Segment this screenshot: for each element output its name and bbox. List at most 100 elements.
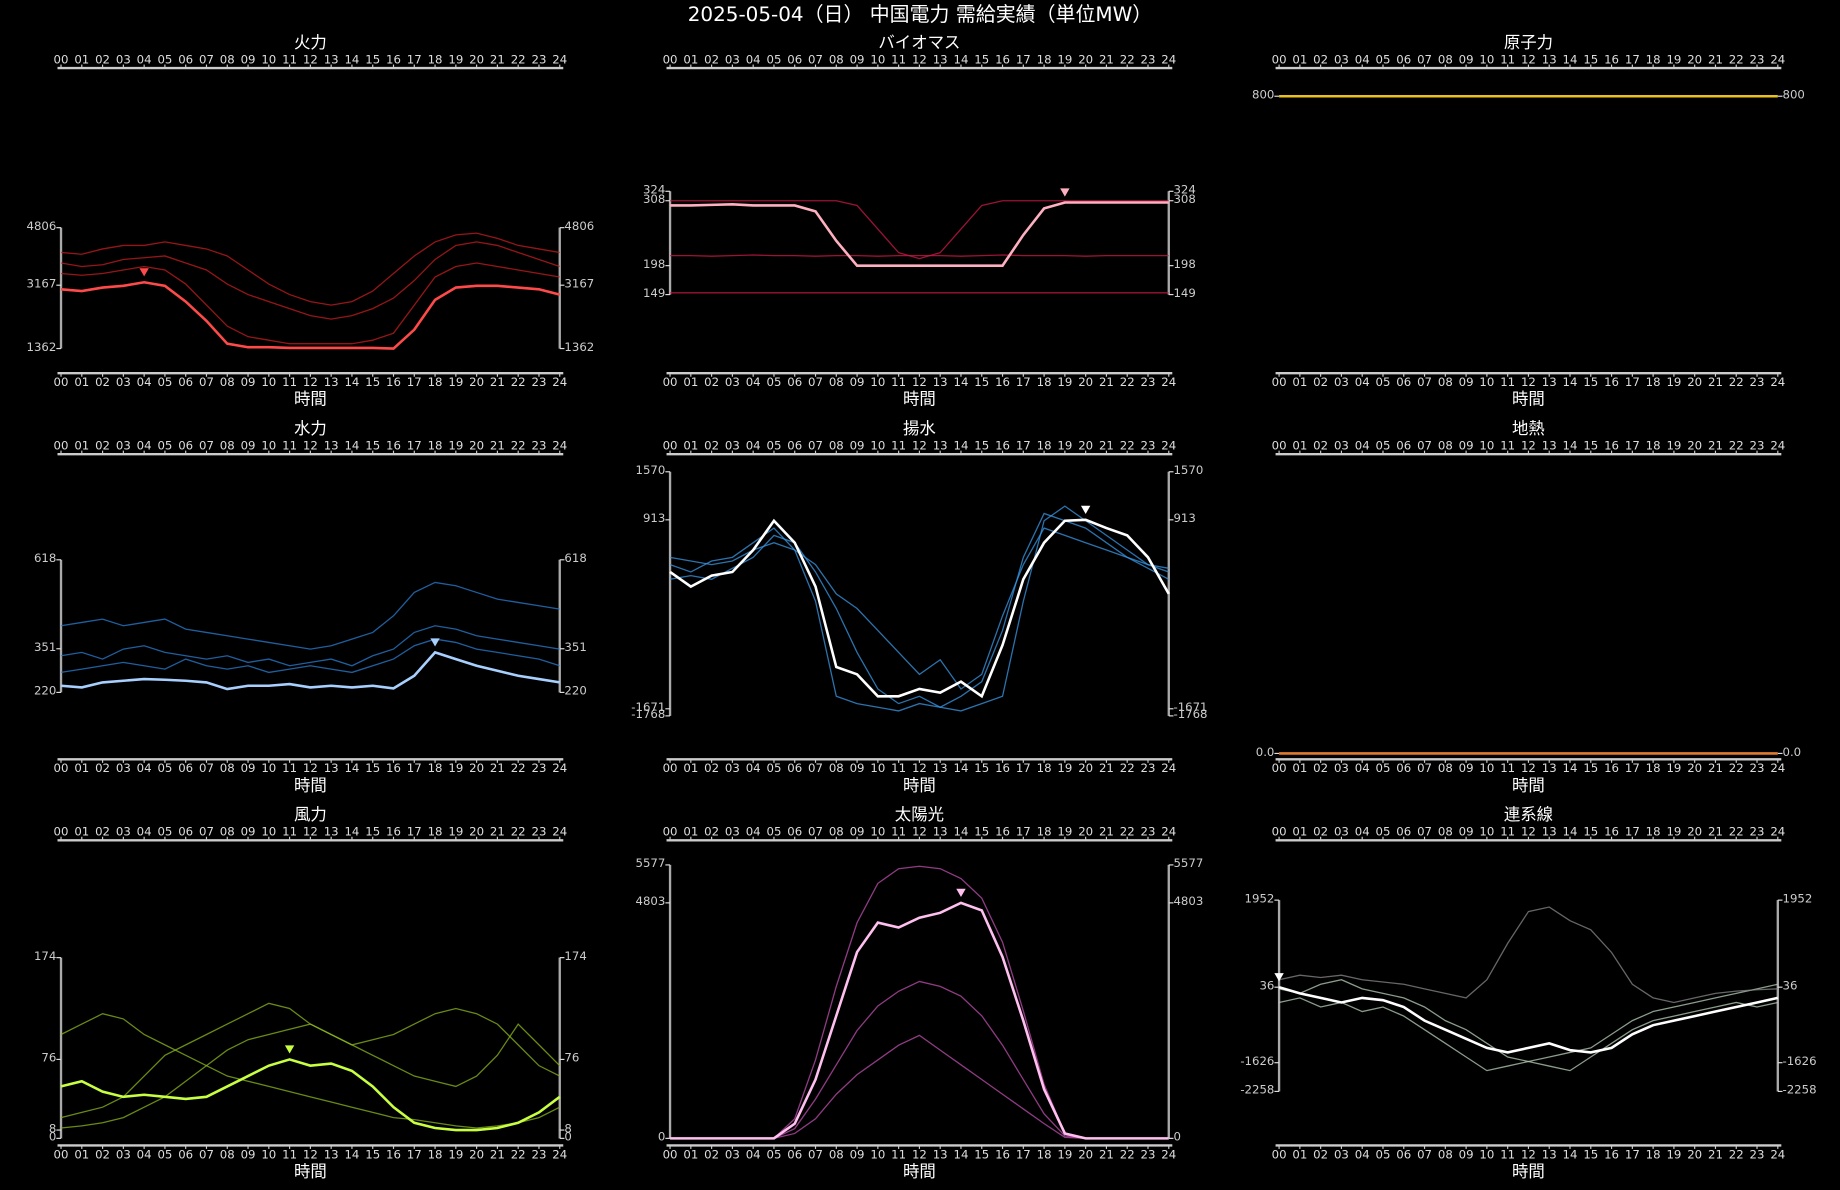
x-tick-label: 10 bbox=[870, 438, 885, 452]
x-tick-label: 20 bbox=[469, 825, 484, 839]
x-tick-label: 14 bbox=[344, 438, 359, 452]
x-tick-label: 06 bbox=[178, 52, 193, 66]
x-tick-label: 05 bbox=[1376, 375, 1391, 389]
x-tick-label: 04 bbox=[746, 761, 761, 775]
x-tick-label: 22 bbox=[1120, 438, 1135, 452]
x-tick-label: 01 bbox=[683, 52, 698, 66]
x-tick-label: 13 bbox=[933, 1147, 948, 1161]
x-tick-label: 18 bbox=[1646, 1147, 1661, 1161]
x-tick-label: 07 bbox=[1417, 825, 1432, 839]
x-tick-label: 24 bbox=[552, 375, 567, 389]
x-tick-label: 23 bbox=[532, 438, 547, 452]
x-tick-label: 01 bbox=[1292, 52, 1307, 66]
x-tick-label: 07 bbox=[1417, 1147, 1432, 1161]
x-tick-label: 00 bbox=[54, 1147, 69, 1161]
x-tick-label: 04 bbox=[137, 1147, 152, 1161]
x-tick-label: 18 bbox=[428, 375, 443, 389]
x-tick-label: 10 bbox=[870, 761, 885, 775]
x-tick-label: 09 bbox=[1459, 52, 1474, 66]
x-tick-label: 09 bbox=[1459, 761, 1474, 775]
x-tick-label: 22 bbox=[511, 1147, 526, 1161]
x-tick-label: 12 bbox=[303, 375, 318, 389]
x-tick-label: 16 bbox=[386, 825, 401, 839]
x-tick-label: 11 bbox=[282, 825, 297, 839]
x-tick-label: 01 bbox=[1292, 375, 1307, 389]
x-tick-label: 20 bbox=[469, 438, 484, 452]
x-tick-label: 17 bbox=[1016, 375, 1031, 389]
x-tick-label: 20 bbox=[1687, 761, 1702, 775]
x-tick-label: 22 bbox=[511, 761, 526, 775]
x-tick-label: 05 bbox=[157, 52, 172, 66]
x-tick-label: 16 bbox=[1604, 825, 1619, 839]
y-tick-label: 198 bbox=[643, 257, 665, 271]
x-tick-label: 16 bbox=[386, 52, 401, 66]
x-tick-label: 21 bbox=[1708, 1147, 1723, 1161]
x-tick-label: 16 bbox=[386, 375, 401, 389]
x-tick-label: 14 bbox=[344, 1147, 359, 1161]
y-tick-label: 8 bbox=[49, 1121, 56, 1135]
x-tick-label: 14 bbox=[1563, 375, 1578, 389]
x-tick-label: 14 bbox=[1563, 825, 1578, 839]
x-tick-label: 21 bbox=[490, 1147, 505, 1161]
x-tick-label: 01 bbox=[74, 438, 89, 452]
x-tick-label: 13 bbox=[324, 375, 339, 389]
x-tick-label: 15 bbox=[1583, 438, 1598, 452]
y-tick-label: 76 bbox=[564, 1051, 579, 1065]
x-tick-label: 23 bbox=[532, 761, 547, 775]
x-tick-label: 06 bbox=[178, 438, 193, 452]
main-title: 2025-05-04（日） 中国電力 需給実績（単位MW） bbox=[688, 2, 1153, 26]
series-line bbox=[60, 262, 560, 345]
x-tick-label: 07 bbox=[808, 1147, 823, 1161]
x-tick-label: 19 bbox=[448, 1147, 463, 1161]
x-tick-label: 13 bbox=[933, 825, 948, 839]
series-line bbox=[60, 650, 560, 691]
x-tick-label: 21 bbox=[1708, 761, 1723, 775]
x-tick-label: 22 bbox=[511, 375, 526, 389]
x-tick-label: 20 bbox=[1078, 438, 1093, 452]
x-tick-label: 04 bbox=[1355, 375, 1370, 389]
x-tick-label: 10 bbox=[261, 438, 276, 452]
y-tick-label: 0 bbox=[564, 1130, 571, 1144]
x-tick-label: 16 bbox=[995, 52, 1010, 66]
x-tick-label: 04 bbox=[1355, 1147, 1370, 1161]
max-marker bbox=[1060, 188, 1070, 197]
x-tick-label: 15 bbox=[974, 438, 989, 452]
x-tick-label: 23 bbox=[1141, 825, 1156, 839]
x-tick-label: 00 bbox=[54, 761, 69, 775]
x-tick-label: 16 bbox=[386, 1147, 401, 1161]
x-tick-label: 15 bbox=[365, 375, 380, 389]
x-tick-label: 10 bbox=[261, 825, 276, 839]
x-tick-label: 15 bbox=[1583, 825, 1598, 839]
y-tick-label: -1671 bbox=[631, 700, 665, 714]
x-tick-label: 07 bbox=[1417, 52, 1432, 66]
x-tick-label: 23 bbox=[1750, 761, 1765, 775]
x-tick-label: 04 bbox=[1355, 438, 1370, 452]
x-tick-label: 12 bbox=[1521, 52, 1536, 66]
x-tick-label: 02 bbox=[1313, 375, 1328, 389]
x-tick-label: 09 bbox=[850, 438, 865, 452]
x-tick-label: 13 bbox=[933, 438, 948, 452]
x-tick-label: 01 bbox=[683, 438, 698, 452]
x-tick-label: 05 bbox=[1376, 1147, 1391, 1161]
y-tick-label: 4803 bbox=[1173, 894, 1203, 908]
x-tick-label: 13 bbox=[1542, 1147, 1557, 1161]
series-line bbox=[669, 518, 1170, 699]
y-tick-label: 3167 bbox=[564, 277, 594, 291]
x-tick-label: 08 bbox=[829, 825, 844, 839]
x-tick-label: 17 bbox=[1016, 825, 1031, 839]
series-line bbox=[60, 1058, 561, 1132]
x-tick-label: 09 bbox=[241, 375, 256, 389]
x-tick-label: 20 bbox=[469, 761, 484, 775]
x-tick-label: 01 bbox=[1292, 761, 1307, 775]
x-tick-label: 09 bbox=[1459, 375, 1474, 389]
x-tick-label: 23 bbox=[1750, 825, 1765, 839]
x-tick-label: 01 bbox=[74, 52, 89, 66]
x-tick-label: 11 bbox=[282, 52, 297, 66]
x-tick-label: 03 bbox=[116, 825, 131, 839]
series-line bbox=[1278, 997, 1778, 1072]
x-tick-label: 23 bbox=[1750, 438, 1765, 452]
x-tick-label: 24 bbox=[1161, 761, 1176, 775]
x-tick-label: 19 bbox=[1057, 1147, 1072, 1161]
x-tick-label: 16 bbox=[1604, 375, 1619, 389]
